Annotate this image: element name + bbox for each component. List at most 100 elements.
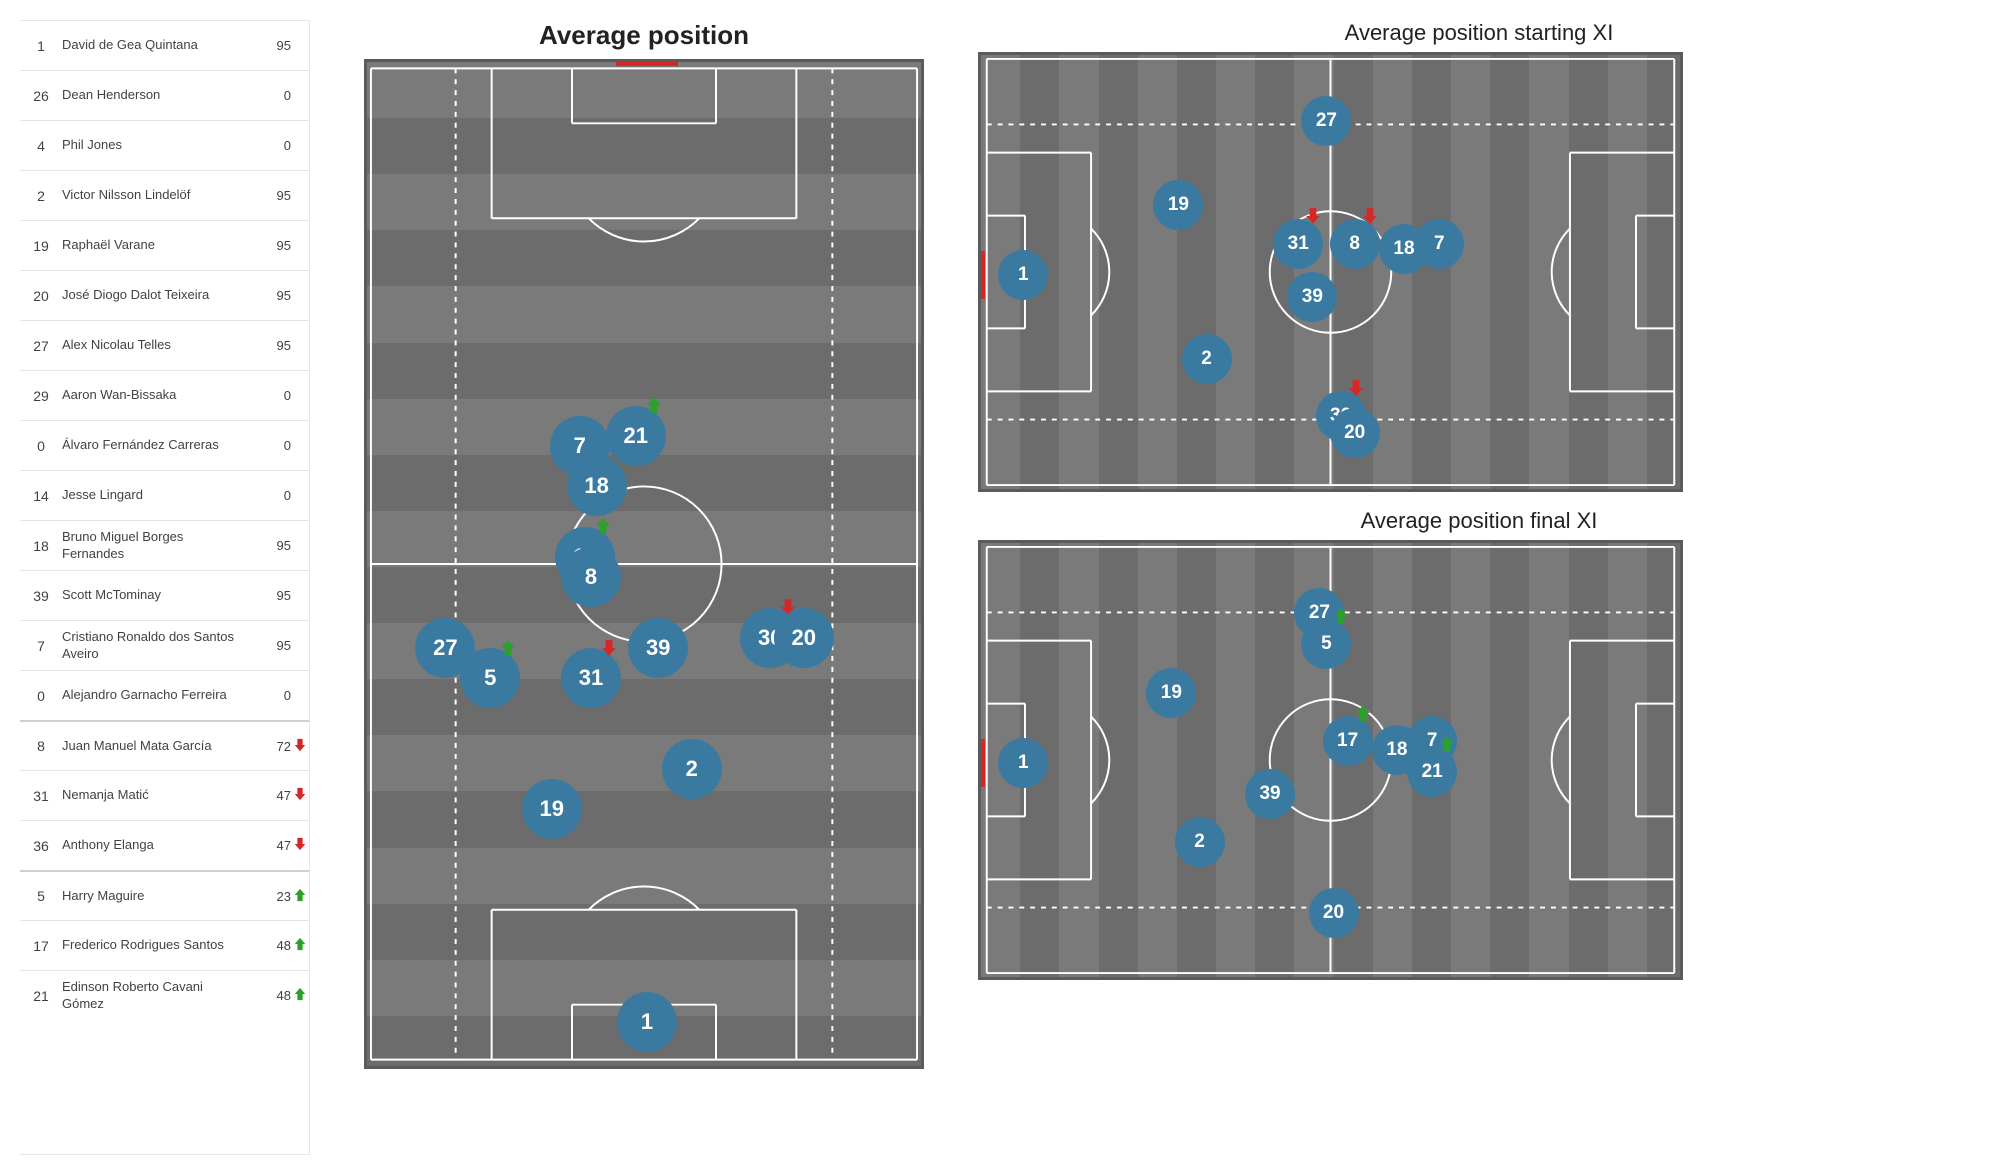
player-number: 0 bbox=[20, 438, 62, 454]
player-name: Harry Maguire bbox=[62, 888, 251, 904]
player-list: 1David de Gea Quintana9526Dean Henderson… bbox=[20, 20, 310, 1155]
player-name: Bruno Miguel Borges Fernandes bbox=[62, 529, 251, 562]
player-row[interactable]: 5Harry Maguire23 bbox=[20, 870, 309, 920]
marker-sub-arrow-icon bbox=[1332, 607, 1350, 630]
player-name: Cristiano Ronaldo dos Santos Aveiro bbox=[62, 629, 251, 662]
player-name: Scott McTominay bbox=[62, 587, 251, 603]
player-minutes: 95 bbox=[251, 338, 291, 353]
player-row[interactable]: 36Anthony Elanga47 bbox=[20, 820, 309, 870]
player-minutes: 95 bbox=[251, 538, 291, 553]
final-pitch-title: Average position final XI bbox=[978, 508, 1980, 534]
player-name: Edinson Roberto Cavani Gómez bbox=[62, 979, 251, 1012]
pitch-stripe bbox=[1647, 55, 1683, 489]
pitch-stripe bbox=[1099, 543, 1138, 977]
marker-sub-arrow-icon bbox=[499, 639, 517, 662]
player-row[interactable]: 0Álvaro Fernández Carreras0 bbox=[20, 420, 309, 470]
main-pitch: 11922753139362017818721 bbox=[364, 59, 924, 1069]
player-number: 1 bbox=[20, 38, 62, 54]
pitch-stripe bbox=[1255, 543, 1294, 977]
pitch-stripe bbox=[1099, 55, 1138, 489]
player-marker[interactable]: 2 bbox=[1175, 817, 1225, 867]
player-marker[interactable]: 1 bbox=[617, 992, 677, 1052]
player-minutes: 0 bbox=[251, 438, 291, 453]
goal-mark bbox=[979, 739, 985, 787]
pitch-stripe bbox=[1647, 543, 1683, 977]
player-row[interactable]: 14Jesse Lingard0 bbox=[20, 470, 309, 520]
player-name: Alex Nicolau Telles bbox=[62, 337, 251, 353]
player-minutes: 95 bbox=[251, 38, 291, 53]
player-minutes: 48 bbox=[251, 988, 291, 1003]
marker-sub-arrow-icon bbox=[1304, 207, 1322, 230]
pitch-stripe bbox=[1490, 55, 1529, 489]
player-row[interactable]: 29Aaron Wan-Bissaka0 bbox=[20, 370, 309, 420]
player-number: 36 bbox=[20, 838, 62, 854]
player-row[interactable]: 19Raphaël Varane95 bbox=[20, 220, 309, 270]
player-name: Juan Manuel Mata García bbox=[62, 738, 251, 754]
player-marker[interactable]: 1 bbox=[998, 250, 1048, 300]
player-minutes: 0 bbox=[251, 388, 291, 403]
player-marker[interactable]: 7 bbox=[1414, 219, 1464, 269]
sub-arrow-icon bbox=[291, 987, 309, 1004]
player-marker[interactable]: 1 bbox=[998, 738, 1048, 788]
pitch-stripe bbox=[367, 567, 921, 623]
player-row[interactable]: 17Frederico Rodrigues Santos48 bbox=[20, 920, 309, 970]
marker-sub-arrow-icon bbox=[594, 517, 612, 540]
marker-sub-arrow-icon bbox=[1361, 207, 1379, 230]
player-number: 4 bbox=[20, 138, 62, 154]
player-marker[interactable]: 20 bbox=[1309, 888, 1359, 938]
player-name: Frederico Rodrigues Santos bbox=[62, 937, 251, 953]
player-marker[interactable]: 19 bbox=[522, 779, 582, 839]
player-marker[interactable]: 7 bbox=[550, 416, 610, 476]
player-row[interactable]: 4Phil Jones0 bbox=[20, 120, 309, 170]
player-name: Raphaël Varane bbox=[62, 237, 251, 253]
player-marker[interactable]: 19 bbox=[1153, 180, 1203, 230]
player-name: David de Gea Quintana bbox=[62, 37, 251, 53]
pitch-stripe bbox=[1490, 543, 1529, 977]
player-row[interactable]: 31Nemanja Matić47 bbox=[20, 770, 309, 820]
player-marker[interactable]: 27 bbox=[1301, 96, 1351, 146]
pitch-stripe bbox=[1177, 543, 1216, 977]
player-row[interactable]: 18Bruno Miguel Borges Fernandes95 bbox=[20, 520, 309, 570]
player-name: Nemanja Matić bbox=[62, 787, 251, 803]
player-marker[interactable]: 20 bbox=[1330, 408, 1380, 458]
player-row[interactable]: 2Victor Nilsson Lindelöf95 bbox=[20, 170, 309, 220]
player-row[interactable]: 7Cristiano Ronaldo dos Santos Aveiro95 bbox=[20, 620, 309, 670]
player-row[interactable]: 1David de Gea Quintana95 bbox=[20, 20, 309, 70]
player-row[interactable]: 8Juan Manuel Mata García72 bbox=[20, 720, 309, 770]
player-number: 19 bbox=[20, 238, 62, 254]
player-row[interactable]: 21Edinson Roberto Cavani Gómez48 bbox=[20, 970, 309, 1020]
player-row[interactable]: 0Alejandro Garnacho Ferreira0 bbox=[20, 670, 309, 720]
goal-mark bbox=[616, 60, 678, 66]
player-marker[interactable]: 39 bbox=[628, 618, 688, 678]
player-row[interactable]: 27Alex Nicolau Telles95 bbox=[20, 320, 309, 370]
goal-mark bbox=[1682, 739, 1683, 787]
player-marker[interactable]: 39 bbox=[1245, 769, 1295, 819]
player-marker[interactable]: 39 bbox=[1287, 272, 1337, 322]
marker-sub-arrow-icon bbox=[645, 396, 663, 419]
player-minutes: 95 bbox=[251, 288, 291, 303]
pitch-stripe bbox=[367, 230, 921, 286]
pitch-stripe bbox=[1569, 55, 1608, 489]
final-pitch: 119227539171872120 bbox=[978, 540, 1683, 980]
player-marker[interactable]: 19 bbox=[1146, 668, 1196, 718]
sub-arrow-icon bbox=[291, 837, 309, 854]
player-minutes: 0 bbox=[251, 88, 291, 103]
player-marker[interactable]: 2 bbox=[662, 739, 722, 799]
player-name: Phil Jones bbox=[62, 137, 251, 153]
player-number: 39 bbox=[20, 588, 62, 604]
player-marker[interactable]: 8 bbox=[561, 547, 621, 607]
player-row[interactable]: 20José Diogo Dalot Teixeira95 bbox=[20, 270, 309, 320]
player-number: 8 bbox=[20, 738, 62, 754]
player-row[interactable]: 26Dean Henderson0 bbox=[20, 70, 309, 120]
player-minutes: 95 bbox=[251, 238, 291, 253]
player-number: 18 bbox=[20, 538, 62, 554]
goal-mark bbox=[616, 1068, 678, 1069]
player-number: 5 bbox=[20, 888, 62, 904]
player-marker[interactable]: 2 bbox=[1182, 334, 1232, 384]
player-name: Álvaro Fernández Carreras bbox=[62, 437, 251, 453]
player-name: Alejandro Garnacho Ferreira bbox=[62, 687, 251, 703]
player-row[interactable]: 39Scott McTominay95 bbox=[20, 570, 309, 620]
main-pitch-wrap: 11922753139362017818721 bbox=[364, 59, 924, 1069]
player-number: 27 bbox=[20, 338, 62, 354]
pitch-stripe bbox=[367, 904, 921, 960]
